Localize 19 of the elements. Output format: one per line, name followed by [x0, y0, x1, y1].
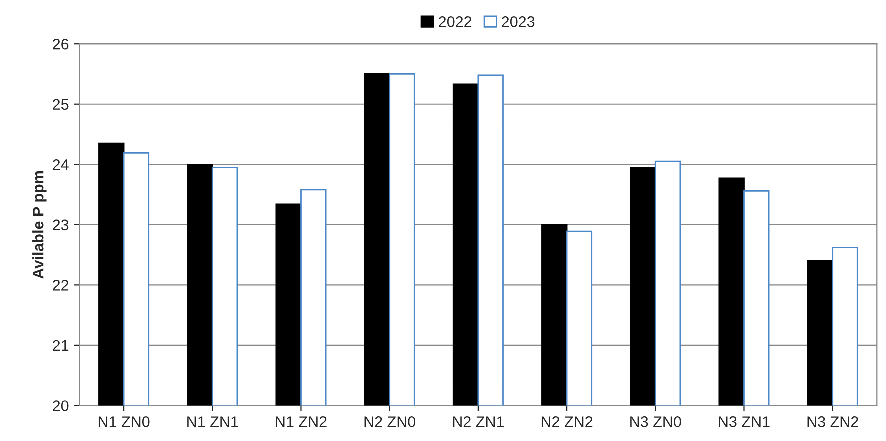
- legend-label: 2022: [439, 16, 472, 28]
- y-tick-label: 26: [53, 38, 69, 50]
- y-tick-label: 25: [53, 99, 69, 110]
- y-axis-title: Avilable P ppm: [32, 172, 47, 279]
- legend-label: 2023: [502, 16, 535, 28]
- y-tick-label: 20: [53, 400, 69, 412]
- x-tick-label: N2 ZN2: [542, 416, 593, 428]
- x-tick-label: N3 ZN0: [630, 416, 682, 428]
- y-tick-label: 21: [53, 340, 69, 351]
- x-tick-label: N2 ZN0: [364, 416, 416, 428]
- x-tick-label: N2 ZN1: [453, 416, 504, 428]
- x-tick-label: N1 ZN2: [276, 416, 327, 428]
- x-tick-label: N3 ZN2: [808, 416, 858, 428]
- y-tick-label: 22: [53, 280, 69, 291]
- y-tick-label: 23: [53, 220, 69, 231]
- x-tick-label: N1 ZN1: [188, 416, 238, 428]
- y-tick-label: 24: [53, 160, 69, 170]
- x-tick-label: N3 ZN1: [719, 416, 770, 428]
- x-tick-label: N1 ZN0: [98, 416, 150, 428]
